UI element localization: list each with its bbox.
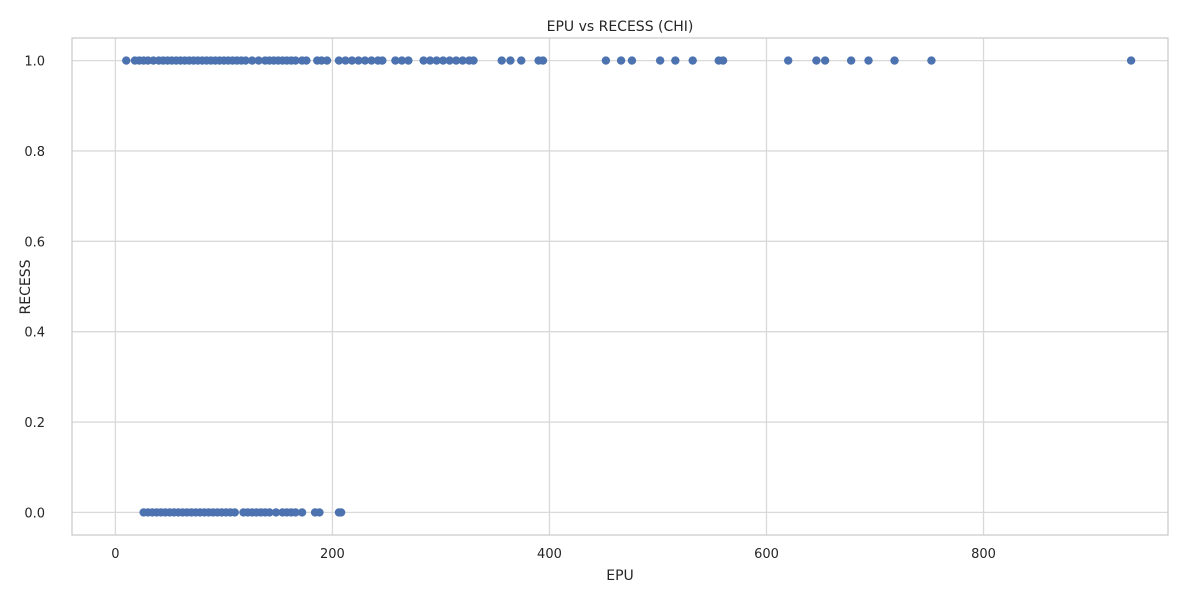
data-point [655,56,665,65]
x-tick-label: 400 [537,547,562,562]
data-point [404,56,413,65]
data-point [315,508,324,517]
y-tick-label: 0.2 [24,416,45,431]
data-point [291,508,300,517]
data-point [458,56,467,65]
plot-border [71,37,1169,536]
data-point [122,56,131,65]
y-tick-label: 0.8 [24,145,45,160]
data-point [247,56,257,65]
data-point [367,56,376,65]
data-point [671,56,680,65]
data-point [425,56,435,65]
data-point [820,56,830,65]
data-point [601,56,611,65]
data-point [297,508,307,517]
data-point [254,56,263,65]
data-point [360,56,370,65]
data-point [271,508,281,517]
data-point [265,508,274,517]
data-point [627,56,637,65]
data-point [230,508,239,517]
y-tick-label: 1.0 [24,55,45,70]
data-point [927,56,936,65]
x-tick-label: 600 [754,547,779,562]
y-tick-label: 0.6 [24,235,45,250]
data-point [890,56,899,65]
data-point [354,56,363,65]
x-tick-labels: 0 200 400 600 800 [111,547,996,562]
data-point [517,56,526,65]
data-point [445,56,454,65]
data-point [419,56,428,65]
y-tick-label: 0.0 [24,506,45,521]
data-point [322,56,332,65]
x-tick-label: 0 [111,547,119,562]
x-axis-label: EPU [606,568,634,584]
data-point [378,56,387,65]
data-point [812,56,821,65]
data-point [616,56,626,65]
y-tick-label: 0.4 [24,326,45,341]
data-point [241,56,250,65]
data-point [846,56,856,65]
data-point [469,56,478,65]
y-axis-label: RECESS [18,259,34,314]
data-point [1126,56,1136,65]
plot-frame [71,37,1169,536]
x-tick-label: 800 [971,547,996,562]
data-point [451,56,461,65]
data-point [718,56,728,65]
data-points [122,56,1136,517]
data-point [438,56,448,65]
data-point [783,56,793,65]
x-tick-label: 200 [320,547,345,562]
data-point [864,56,873,65]
y-tick-labels: 0.0 0.2 0.4 0.6 0.8 1.0 [24,55,45,522]
data-point [432,56,441,65]
chart-title: EPU vs RECESS (CHI) [547,19,694,35]
data-point [497,56,506,65]
data-point [336,508,346,517]
grid [72,38,1168,535]
data-point [538,56,548,65]
data-point [391,56,400,65]
data-point [341,56,350,65]
data-point [334,56,344,65]
data-point [291,56,300,65]
data-point [397,56,407,65]
data-point [347,56,357,65]
data-point [506,56,515,65]
data-point [688,56,697,65]
data-point [302,56,311,65]
